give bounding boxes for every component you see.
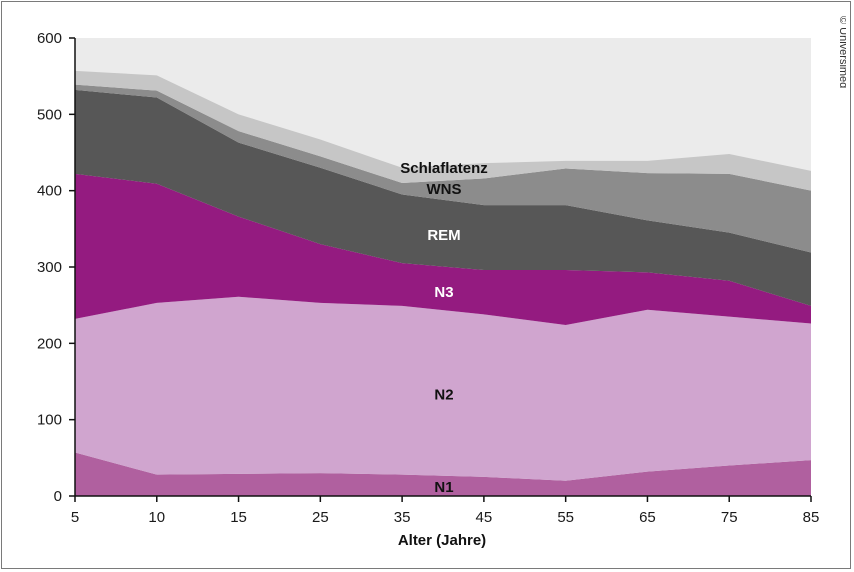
y-tick-label: 200: [37, 335, 62, 352]
area-series-rem: [75, 89, 811, 306]
x-tick-label: 35: [394, 509, 411, 526]
x-tick-label: 55: [557, 509, 574, 526]
area-series-n2: [75, 296, 811, 481]
area-series-n1: [75, 452, 811, 496]
area-series-schlaflatenz: [75, 70, 811, 191]
x-tick-label: 85: [803, 509, 820, 526]
series-label-n2: N2: [434, 386, 453, 403]
axes-group: 0 100 200 300 400 500 600 5 10 15 25 35 45 55 65 75 85: [37, 30, 819, 526]
series-label-n1: N1: [434, 479, 453, 496]
copyright-text: © Universimed: [837, 16, 846, 88]
x-tick-label: 5: [71, 509, 79, 526]
x-tick-label: 15: [230, 509, 247, 526]
x-tick-label: 75: [721, 509, 738, 526]
x-tick-label: 25: [312, 509, 329, 526]
series-label-n3: N3: [434, 284, 453, 301]
copyright-notice: © Universimed: [837, 16, 846, 88]
area-series-group: [75, 70, 811, 496]
y-tick-label: 100: [37, 412, 62, 429]
area-series-n3: [75, 173, 811, 326]
y-tick-label: 600: [37, 30, 62, 47]
series-label-rem: REM: [427, 227, 460, 244]
area-series-wns: [75, 84, 811, 253]
x-axis-label: Alter (Jahre): [398, 532, 486, 549]
x-tick-label: 45: [476, 509, 493, 526]
x-tick-label: 10: [148, 509, 165, 526]
y-tick-label: 400: [37, 183, 62, 200]
y-tick-label: 300: [37, 259, 62, 276]
x-tick-label: 65: [639, 509, 656, 526]
series-label-schlaflatenz: Schlaflatenz: [400, 160, 488, 177]
series-labels-group: N1 N2 N3 REM WNS Schlaflatenz: [400, 160, 488, 496]
y-tick-label: 500: [37, 106, 62, 123]
y-tick-label: 0: [54, 488, 62, 505]
series-label-wns: WNS: [427, 181, 462, 198]
